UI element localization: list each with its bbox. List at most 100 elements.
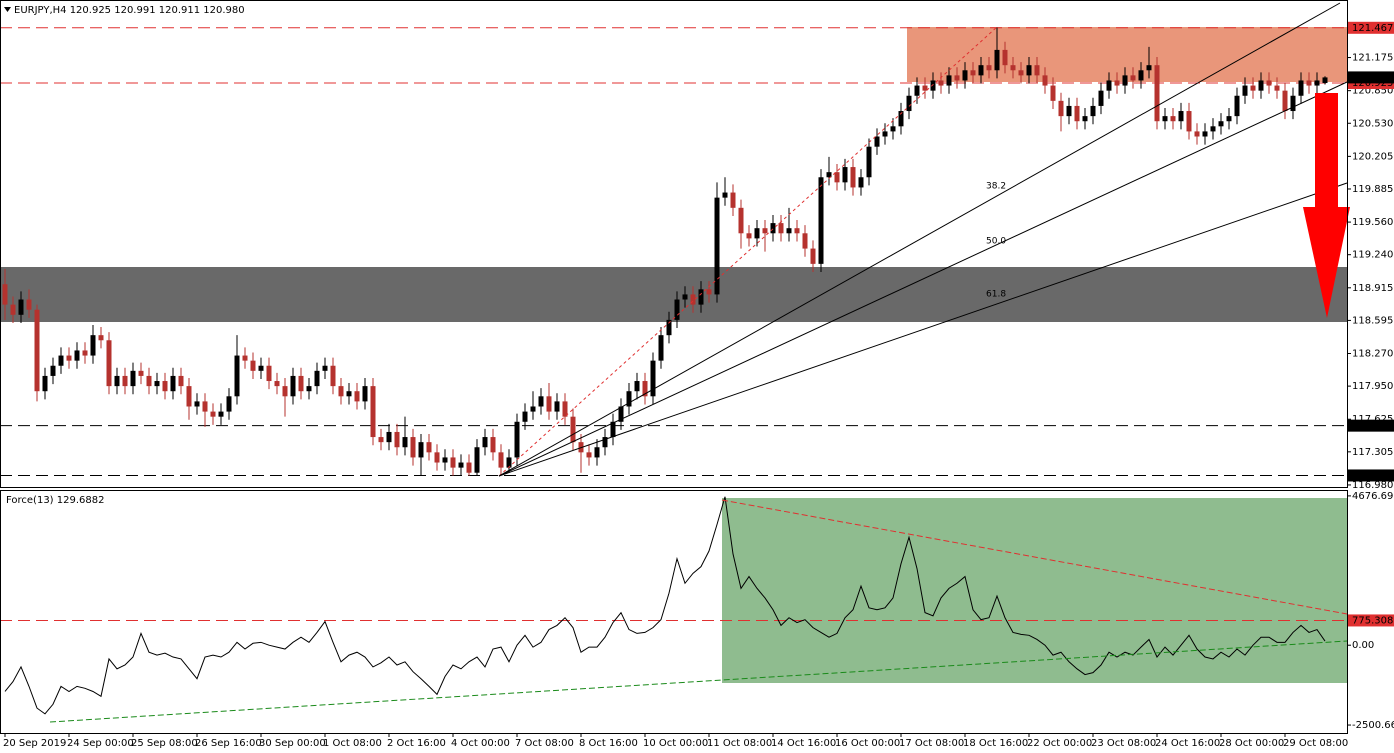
candle-body [242,355,248,361]
candle-body [1274,85,1280,91]
candle-body [602,437,608,448]
candle-body [882,131,888,137]
candle-body [994,49,1000,71]
candle-body [18,299,24,315]
candle-body [218,411,224,417]
candle-body [938,80,944,86]
candle-body [530,406,536,412]
candle-body [770,223,776,234]
candle-body [802,233,808,249]
candle-body [930,80,936,91]
candle-body [26,299,32,310]
candle-body [570,416,576,443]
candle-body [74,350,80,361]
x-tick-label: 4 Oct 00:00 [451,738,510,749]
x-tick-label: 17 Oct 08:00 [899,738,964,749]
x-tick-label: 2 Oct 16:00 [387,738,446,749]
candle-body [714,197,720,295]
x-tick-label: 11 Oct 08:00 [707,738,772,749]
x-tick-label: 26 Sep 16:00 [195,738,262,749]
price-label: 120.980 [1352,72,1393,83]
candle-body [906,95,912,112]
candle-body [786,228,792,234]
candle-body [1162,116,1168,122]
candle-body [1146,65,1152,71]
candle-body [418,442,424,458]
candle-body [1210,126,1216,132]
candle-body [178,375,184,387]
candle-body [682,294,688,300]
candle-body [954,75,960,81]
trend-line [49,640,1348,723]
level-label-box [1348,21,1394,34]
candle-body [946,75,952,86]
candle-body [978,65,984,76]
candle-body [130,370,136,387]
x-tick-label: 24 Sep 00:00 [67,738,134,749]
x-tick-label: 30 Sep 00:00 [259,738,326,749]
candle-body [394,431,400,448]
candle-body [1138,70,1144,81]
candle-body [1090,105,1096,117]
candle-body [442,457,448,463]
fan-line [498,81,1348,477]
candle-body [1218,121,1224,127]
candle-body [986,65,992,71]
drawings [49,2,1350,723]
candle-body [1298,80,1304,96]
candle-body [866,146,872,178]
candle-body [410,437,416,458]
indicator-title: Force(13) 129.6882 [6,495,104,506]
candle-body [362,386,368,402]
candle-body [1010,65,1016,71]
level-label: 117.562 [1352,421,1393,432]
candle-body [1234,95,1240,117]
candle-body [962,70,968,81]
candle-body [730,192,736,208]
fan-line [498,182,1348,477]
candle-body [282,386,288,397]
y-tick-label: 117.950 [1352,381,1393,392]
fib-label: 50.0 [986,237,1006,247]
chart-title: EURJPY,H4 120.925 120.991 120.911 120.98… [14,5,245,16]
y-tick-label: 121.175 [1352,53,1393,64]
y-tick-label: 120.850 [1352,86,1393,97]
candle-body [1306,80,1312,86]
level-label-box [1348,614,1394,627]
candle-body [842,167,848,183]
frame [0,0,1348,734]
candle-body [226,396,232,412]
candle-body [1250,85,1256,91]
candle-body [90,335,96,356]
candle-body [698,289,704,305]
arrow [1303,207,1350,318]
candle-body [1098,90,1104,106]
candle-body [10,304,16,315]
candle-body [1042,75,1048,86]
candle-body [666,319,672,336]
level-label-box [1348,419,1394,432]
force-zone [722,498,1347,683]
candle-body [1282,90,1288,112]
x-tick-label: 8 Oct 16:00 [579,738,638,749]
candle-body [834,172,840,183]
trend-line [721,499,1348,615]
candle-body [290,375,296,397]
candle-body [778,223,784,234]
candle-body [1050,85,1056,101]
marks [2,27,1328,715]
candle-body [186,386,192,407]
candle-body [82,350,88,356]
candle-body [1066,105,1072,117]
arrow [1315,93,1338,208]
candle-body [674,299,680,320]
candle-body [626,391,632,407]
candle-body [522,411,528,422]
candle-body [1314,80,1320,86]
candle-body [482,437,488,448]
fan-line [498,2,1341,477]
candle-body [474,447,480,473]
candle-body [1266,80,1272,86]
y-tick-label: 119.560 [1352,217,1393,228]
